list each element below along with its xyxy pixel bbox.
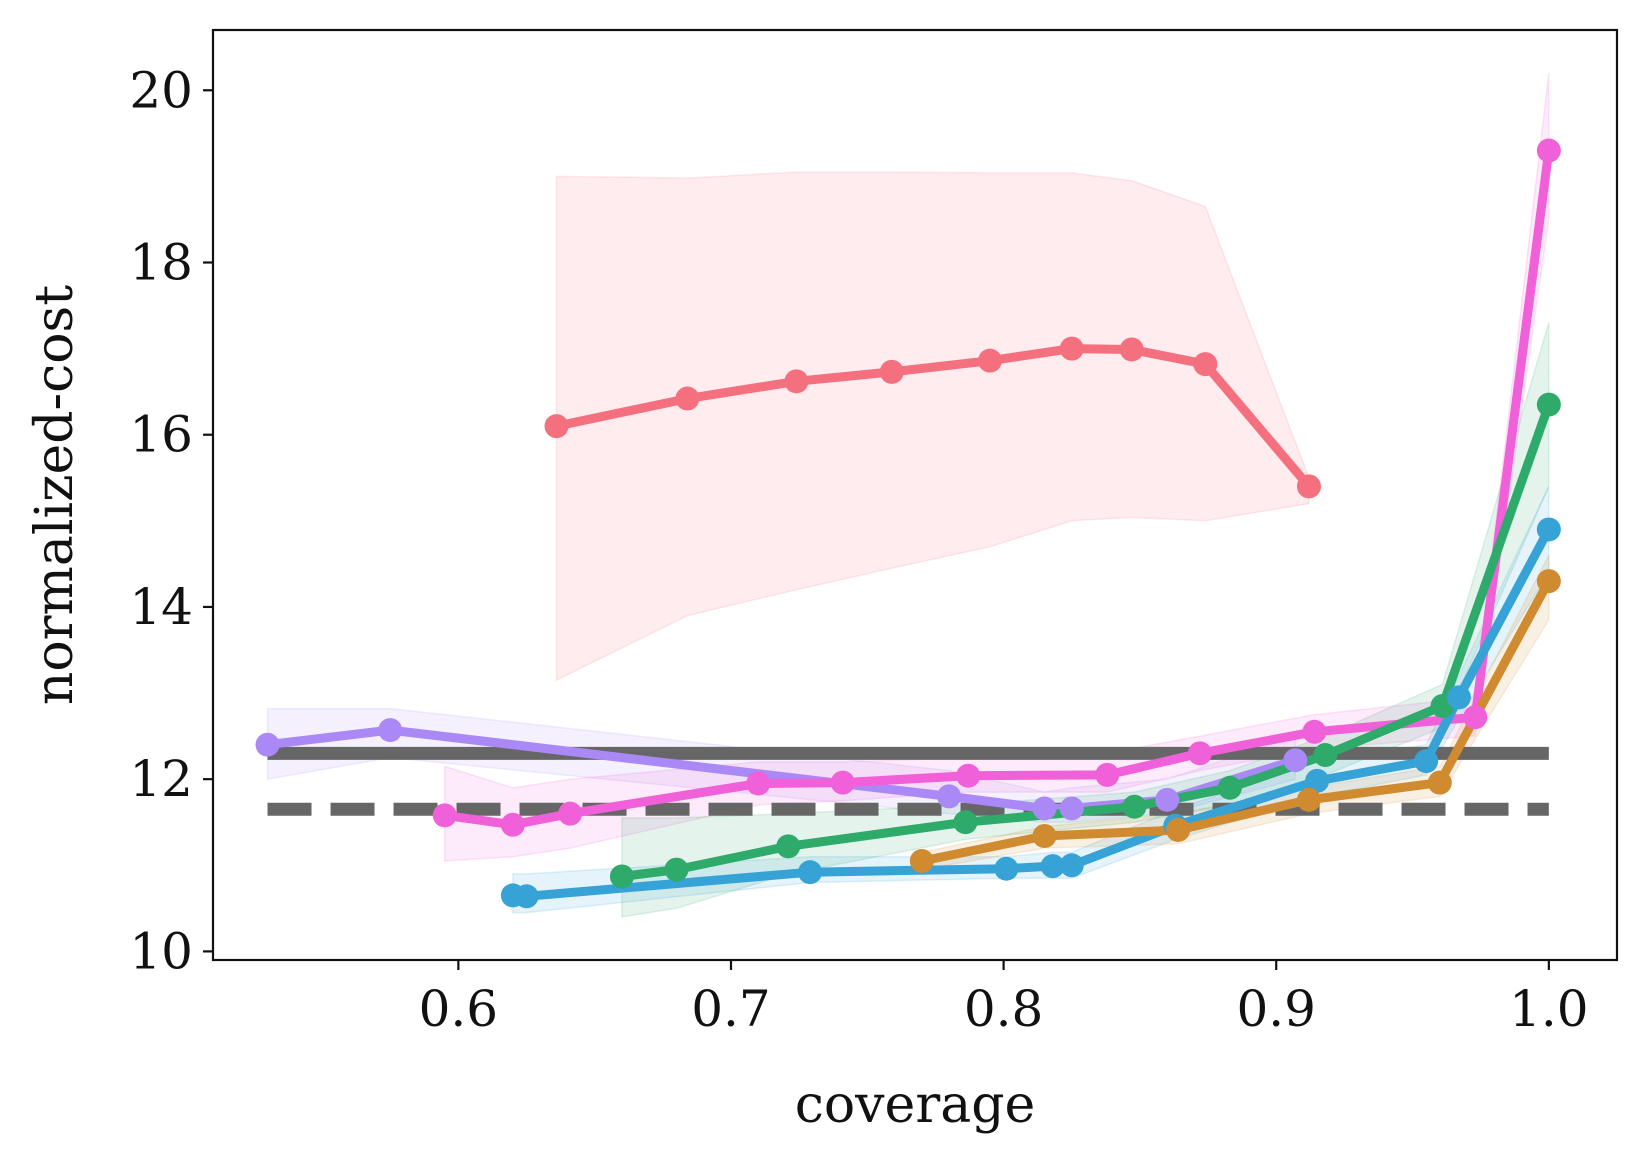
- series-6-line: [917, 576, 1554, 866]
- x-axis: 0.6 0.7 0.8 0.9 1.0: [419, 960, 1589, 1038]
- series-4-point: [776, 834, 801, 859]
- series-4-point: [609, 864, 634, 889]
- series-1-point: [675, 386, 700, 411]
- series-2-point: [1155, 787, 1180, 812]
- series-3-band: [443, 73, 1550, 862]
- series-5-point: [1059, 853, 1084, 878]
- series-6-point: [1536, 569, 1561, 594]
- y-tick-label: 14: [129, 578, 193, 636]
- series-3-point: [746, 771, 771, 796]
- series-4-point: [1536, 392, 1561, 417]
- series-1-point: [879, 359, 904, 384]
- series-5-point: [1446, 685, 1471, 710]
- series-points: [255, 138, 1561, 909]
- series-3-point: [1187, 741, 1212, 766]
- plot-frame: [211, 28, 1619, 962]
- series-1-point: [977, 348, 1002, 373]
- series-3-point: [1095, 762, 1120, 787]
- series-6-point: [1032, 824, 1057, 848]
- series-2-point: [1032, 796, 1057, 821]
- series-2-point: [1283, 748, 1308, 773]
- series-3-point: [432, 803, 457, 828]
- series-3-point: [500, 812, 525, 837]
- y-axis-label: normalized-cost: [25, 285, 85, 705]
- series-1-point: [1119, 337, 1144, 362]
- x-axis-label: coverage: [795, 1075, 1036, 1135]
- y-axis: 10 12 14 16 18 20: [129, 61, 213, 980]
- series-3-point: [1536, 138, 1561, 163]
- series-3-point: [558, 801, 583, 826]
- series-5-point: [798, 860, 823, 885]
- series-1-point: [1296, 474, 1321, 499]
- x-tick-label: 0.6: [419, 980, 499, 1038]
- series-5-point: [1040, 854, 1065, 879]
- series-6-point: [1427, 770, 1452, 795]
- x-tick-label: 0.9: [1236, 980, 1316, 1038]
- series-1-point: [544, 414, 569, 439]
- series-2-point: [1059, 796, 1084, 821]
- series-3-point: [1463, 705, 1488, 730]
- series-3-point: [830, 770, 855, 795]
- series-4-point: [1313, 743, 1338, 768]
- series-5-point: [514, 884, 539, 909]
- series-3-point: [1302, 719, 1327, 744]
- series-4-point: [953, 810, 978, 835]
- series-1-point: [1193, 352, 1218, 377]
- series-3-point: [956, 763, 981, 788]
- y-tick-label: 20: [129, 61, 193, 119]
- series-1-band: [555, 171, 1310, 682]
- series-6-point: [1166, 817, 1191, 842]
- series-5-point: [1305, 768, 1330, 793]
- x-tick-label: 0.7: [691, 980, 771, 1038]
- series-2-point: [378, 718, 403, 743]
- x-tick-label: 0.8: [964, 980, 1044, 1038]
- x-tick-label: 1.0: [1509, 980, 1589, 1038]
- series-5-point: [1414, 749, 1439, 774]
- y-tick-label: 10: [129, 922, 193, 980]
- series-1-point: [1059, 336, 1084, 361]
- series-2-point: [255, 732, 280, 757]
- series-5-point: [994, 856, 1019, 881]
- y-tick-label: 18: [129, 234, 193, 292]
- series-4-point: [1217, 775, 1242, 800]
- y-tick-label: 16: [129, 406, 193, 464]
- series-6-point: [1296, 787, 1321, 812]
- series-2-point: [937, 784, 962, 809]
- series-4-point: [1122, 794, 1147, 819]
- series-5-point: [1536, 517, 1561, 542]
- series-6-point: [909, 848, 934, 873]
- y-tick-label: 12: [129, 750, 193, 808]
- series-4-point: [664, 857, 689, 882]
- series-1-point: [784, 369, 809, 394]
